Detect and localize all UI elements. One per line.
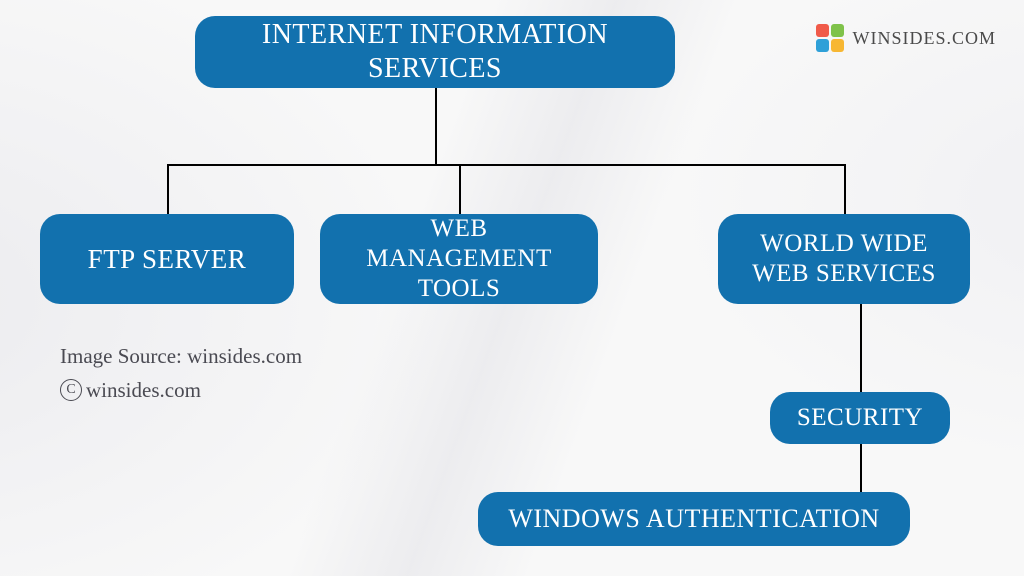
copyright-icon: C bbox=[60, 379, 82, 401]
copyright-text: winsides.com bbox=[86, 374, 201, 408]
edge bbox=[860, 304, 862, 392]
edge bbox=[167, 164, 169, 214]
node-winauth-label: WINDOWS AUTHENTICATION bbox=[508, 503, 879, 534]
node-ftp: FTP SERVER bbox=[40, 214, 294, 304]
edge bbox=[167, 164, 845, 166]
node-sec-label: SECURITY bbox=[797, 403, 923, 433]
image-source-line: Image Source: winsides.com bbox=[60, 340, 302, 374]
edge bbox=[860, 444, 862, 492]
brand-logo-icon bbox=[816, 24, 844, 52]
node-www: WORLD WIDE WEB SERVICES bbox=[718, 214, 970, 304]
image-source-block: Image Source: winsides.com C winsides.co… bbox=[60, 340, 302, 407]
node-root: INTERNET INFORMATION SERVICES bbox=[195, 16, 675, 88]
edge bbox=[459, 164, 461, 214]
node-sec: SECURITY bbox=[770, 392, 950, 444]
edge bbox=[435, 88, 437, 166]
node-webmgt: WEB MANAGEMENT TOOLS bbox=[320, 214, 598, 304]
brand-watermark: WINSIDES.COM bbox=[816, 24, 996, 52]
node-webmgt-label: WEB MANAGEMENT TOOLS bbox=[338, 214, 580, 304]
brand-text: WINSIDES.COM bbox=[852, 28, 996, 49]
node-winauth: WINDOWS AUTHENTICATION bbox=[478, 492, 910, 546]
copyright-line: C winsides.com bbox=[60, 374, 302, 408]
edge bbox=[844, 164, 846, 214]
node-root-label: INTERNET INFORMATION SERVICES bbox=[213, 18, 657, 85]
node-www-label: WORLD WIDE WEB SERVICES bbox=[736, 229, 952, 289]
node-ftp-label: FTP SERVER bbox=[88, 243, 247, 275]
